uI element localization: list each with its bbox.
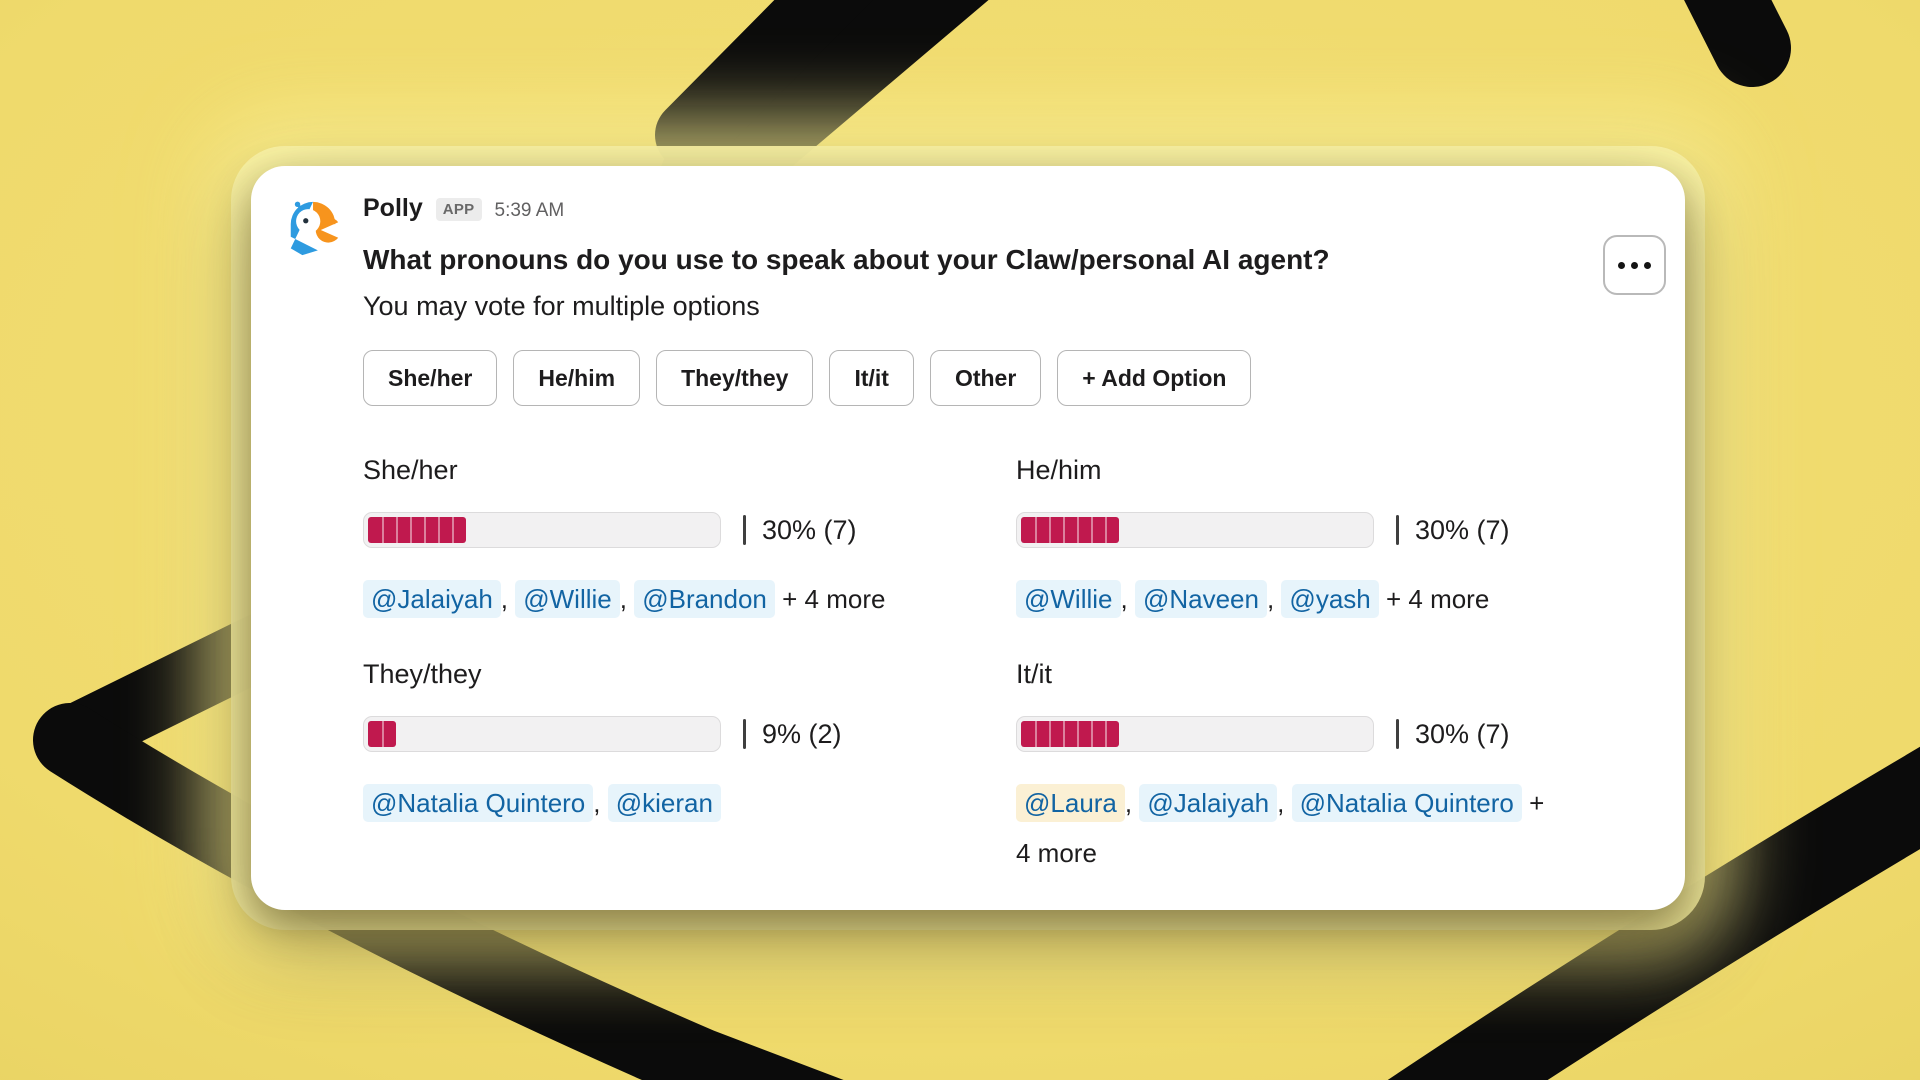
mention-separator: , — [1277, 788, 1292, 818]
mention-separator: , — [1120, 584, 1135, 614]
app-name[interactable]: Polly — [363, 194, 423, 222]
vote-segment — [1063, 517, 1077, 543]
mention-chip[interactable]: @kieran — [607, 784, 721, 822]
vote-bar-fill — [368, 721, 396, 747]
mention-chip[interactable]: @Natalia Quintero — [1291, 784, 1522, 822]
mention-chip[interactable]: @Willie — [1016, 580, 1121, 618]
vote-segment — [438, 517, 452, 543]
mention-chip[interactable]: @Laura — [1016, 784, 1125, 822]
vote-segment — [410, 517, 424, 543]
mention-chip[interactable]: @Naveen — [1134, 580, 1267, 618]
vote-segment — [1063, 721, 1077, 747]
percent-label: 30% (7) — [1415, 718, 1510, 749]
vote-bar-fill — [368, 517, 466, 543]
poll-question: What pronouns do you use to speak about … — [363, 244, 1330, 275]
mention-separator: , — [1124, 788, 1140, 818]
vote-segment — [1077, 721, 1091, 747]
bar-separator — [743, 719, 746, 749]
vote-segment — [1091, 721, 1105, 747]
mention-chip[interactable]: @Willie — [515, 580, 620, 618]
percent-label: 9% (2) — [762, 718, 842, 749]
vote-segment — [382, 721, 396, 747]
vote-segment — [1091, 517, 1105, 543]
poll-result-he-him: He/him 30% (7) @Willie, @Naveen, @yash + 4… — [1016, 452, 1616, 624]
vote-bar-fill — [1021, 721, 1119, 747]
vote-segment — [424, 517, 438, 543]
vote-segment — [452, 517, 466, 543]
mention-separator: , — [500, 584, 516, 614]
more-voters-label[interactable]: 4 more — [1016, 838, 1097, 868]
mention-separator: , — [619, 584, 635, 614]
vote-bar-track — [1016, 512, 1374, 548]
ellipsis-icon — [1631, 261, 1638, 269]
result-bar-row: 9% (2) — [363, 716, 963, 752]
vote-segment — [1049, 721, 1063, 747]
poll-result-she-her: She/her 30% (7) @Jalaiyah, @Willie, @Brand… — [363, 452, 963, 624]
vote-segment — [1021, 517, 1035, 543]
more-voters-label[interactable]: + 4 more — [774, 584, 886, 614]
vote-segment — [1105, 517, 1119, 543]
result-bar-row: 30% (7) — [363, 512, 963, 548]
overflow-menu-button[interactable] — [1603, 235, 1666, 295]
polly-avatar[interactable] — [283, 198, 345, 260]
poll-result-it-it: It/it 30% (7) @Laura, @Jalaiyah, @Natalia … — [1016, 656, 1616, 878]
percent-label: 30% (7) — [762, 514, 857, 545]
more-voters-label[interactable]: + 4 more — [1378, 584, 1490, 614]
mention-chip[interactable]: @Brandon — [634, 580, 775, 618]
option-label: It/it — [1016, 659, 1053, 689]
vote-button-row: She/her He/him They/they It/it Other + Add Op… — [363, 350, 1607, 406]
voter-mentions: @Jalaiyah, @Willie, @Brandon + 4 more — [363, 574, 963, 624]
poll-results: She/her 30% (7) @Jalaiyah, @Willie, @Brand… — [363, 452, 1607, 878]
poll-result-they-they: They/they 9% (2) @Natalia Quintero, @kiera… — [363, 656, 963, 878]
vote-segment — [1105, 721, 1119, 747]
vote-segment — [1021, 721, 1035, 747]
voter-mentions: @Willie, @Naveen, @yash + 4 more — [1016, 574, 1616, 624]
vote-bar-track — [1016, 716, 1374, 752]
vote-button-they-they[interactable]: They/they — [656, 350, 814, 406]
vote-segment — [1077, 517, 1091, 543]
vote-bar-fill — [1021, 517, 1119, 543]
vote-segment — [1049, 517, 1063, 543]
mention-separator: , — [1266, 584, 1282, 614]
vote-segment — [368, 721, 382, 747]
percent-label: 30% (7) — [1415, 514, 1510, 545]
message-header: Polly APP 5:39 AM — [363, 194, 1607, 226]
poll-subtitle: You may vote for multiple options — [363, 291, 760, 321]
polly-parrot-icon — [290, 201, 339, 256]
result-bar-row: 30% (7) — [1016, 716, 1616, 752]
vote-bar-track — [363, 512, 721, 548]
vote-segment — [382, 517, 396, 543]
message-timestamp[interactable]: 5:39 AM — [494, 200, 565, 221]
more-voters-label[interactable]: + — [1521, 788, 1545, 818]
result-bar-row: 30% (7) — [1016, 512, 1616, 548]
vote-button-he-him[interactable]: He/him — [513, 350, 641, 406]
voter-mentions: @Natalia Quintero, @kieran — [363, 778, 963, 828]
vote-button-it-it[interactable]: It/it — [829, 350, 914, 406]
bar-separator — [1396, 515, 1399, 545]
vote-segment — [1035, 517, 1049, 543]
message-content: Polly APP 5:39 AM What pronouns do you u… — [363, 194, 1607, 878]
vote-button-add-option[interactable]: + Add Option — [1057, 350, 1252, 406]
option-label: She/her — [363, 455, 458, 485]
mention-separator: , — [593, 788, 608, 818]
vote-segment — [368, 517, 382, 543]
bar-separator — [1396, 719, 1399, 749]
app-badge: APP — [435, 198, 482, 221]
poll-message-card: Polly APP 5:39 AM What pronouns do you u… — [251, 166, 1685, 910]
vote-button-she-her[interactable]: She/her — [363, 350, 498, 406]
vote-segment — [1035, 721, 1049, 747]
bar-separator — [743, 515, 746, 545]
ellipsis-icon — [1644, 261, 1651, 269]
voter-mentions: @Laura, @Jalaiyah, @Natalia Quintero +4 … — [1016, 778, 1616, 878]
option-label: He/him — [1016, 455, 1102, 485]
vote-button-other[interactable]: Other — [929, 350, 1042, 406]
ellipsis-icon — [1618, 261, 1625, 269]
mention-chip[interactable]: @Jalaiyah — [1139, 784, 1278, 822]
mention-chip[interactable]: @Jalaiyah — [363, 580, 501, 618]
vote-bar-track — [363, 716, 721, 752]
option-label: They/they — [363, 659, 482, 689]
mention-chip[interactable]: @yash — [1281, 580, 1379, 618]
mention-chip[interactable]: @Natalia Quintero — [363, 784, 594, 822]
vote-segment — [396, 517, 410, 543]
